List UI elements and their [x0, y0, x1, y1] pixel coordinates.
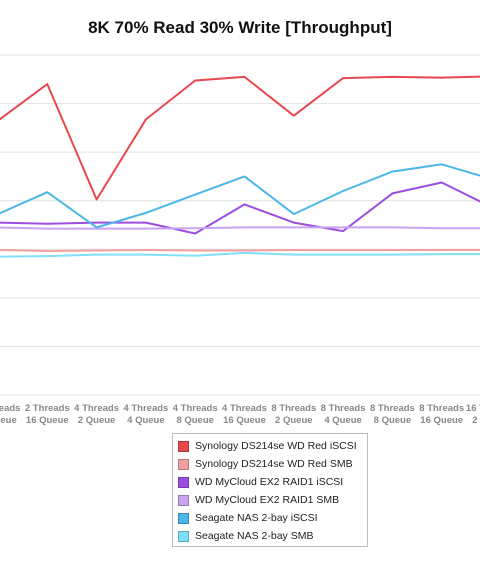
legend-item[interactable]: Synology DS214se WD Red SMB [173, 455, 367, 473]
x-tick-label: 8 Queue [176, 415, 214, 426]
x-tick-label: 16 Queue [420, 415, 463, 426]
grid-lines [0, 54, 480, 396]
legend-label: WD MyCloud EX2 RAID1 SMB [195, 494, 340, 506]
x-tick-label: 16 Queue [26, 415, 69, 426]
legend-label: Synology DS214se WD Red SMB [195, 458, 353, 470]
x-tick-label: 2 Queue [275, 415, 313, 426]
legend-label: Seagate NAS 2-bay SMB [195, 530, 314, 542]
legend-label: WD MyCloud EX2 RAID1 iSCSI [195, 476, 344, 488]
x-tick-label: 8 Queue [374, 415, 412, 426]
legend-swatch [178, 494, 189, 506]
legend-swatch [178, 512, 189, 524]
series-lines [0, 75, 480, 258]
legend-label: Seagate NAS 2-bay iSCSI [195, 512, 318, 524]
x-tick-label: 16 Queue [223, 415, 266, 426]
legend-item[interactable]: WD MyCloud EX2 RAID1 SMB [173, 491, 367, 509]
chart-legend: Synology DS214se WD Red iSCSI Synology DS… [172, 433, 368, 547]
x-tick-label: 4 Queue [127, 415, 165, 426]
x-tick-label: 8 Threads [419, 403, 464, 414]
series-line-1 [0, 75, 480, 201]
series-line-3 [0, 181, 480, 235]
x-tick-label: 4 Threads [173, 403, 218, 414]
x-tick-label: 8 Threads [370, 403, 415, 414]
legend-swatch [178, 476, 189, 488]
legend-item[interactable]: Seagate NAS 2-bay iSCSI [173, 509, 367, 527]
series-line-6 [0, 251, 480, 258]
legend-label: Synology DS214se WD Red iSCSI [195, 440, 357, 452]
legend-swatch [178, 458, 189, 470]
series-line-4 [0, 226, 480, 230]
legend-swatch [178, 440, 189, 452]
x-tick-label: 2 Queue [472, 415, 480, 426]
x-tick-label: 2 Threads [0, 403, 20, 414]
x-tick-label: 2 Queue [78, 415, 116, 426]
x-tick-label: 2 Threads [25, 403, 70, 414]
legend-item[interactable]: WD MyCloud EX2 RAID1 iSCSI [173, 473, 367, 491]
x-tick-label: 16 Threads [466, 403, 480, 414]
x-tick-label: 4 Threads [123, 403, 168, 414]
series-line-5 [0, 163, 480, 229]
legend-item[interactable]: Synology DS214se WD Red iSCSI [173, 437, 367, 455]
x-tick-label: 8 Threads [321, 403, 366, 414]
x-tick-label: 4 Queue [324, 415, 362, 426]
x-tick-label: 8 Queue [0, 415, 17, 426]
legend-item[interactable]: Seagate NAS 2-bay SMB [173, 527, 367, 545]
x-tick-label: 4 Threads [222, 403, 267, 414]
x-tick-label: 8 Threads [271, 403, 316, 414]
chart-title: 8K 70% Read 30% Write [Throughput] [88, 18, 392, 37]
series-line-2 [0, 249, 480, 252]
legend-swatch [178, 530, 189, 542]
x-tick-label: 4 Threads [74, 403, 119, 414]
